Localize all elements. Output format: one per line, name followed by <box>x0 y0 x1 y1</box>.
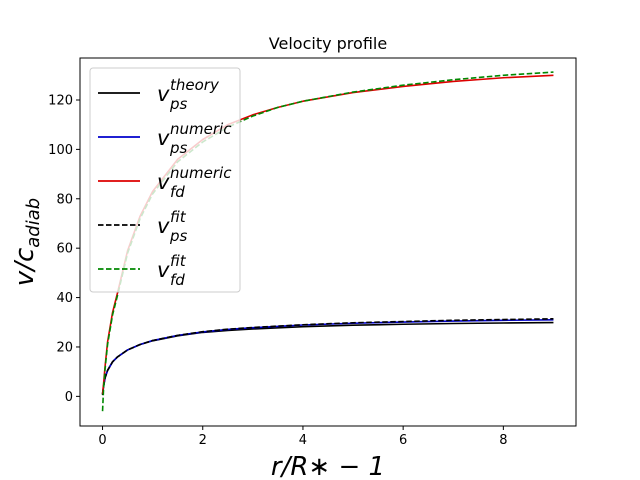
plot-frame <box>79 57 577 427</box>
svg-text:v/cadiab: v/cadiab <box>10 198 44 286</box>
legend-label-main-3: v <box>157 214 170 238</box>
x-axis-label: r/R∗ − 1 <box>271 452 385 480</box>
y-tick-label: 0 <box>65 390 73 405</box>
legend-label-sub-4: fd <box>170 271 185 289</box>
y-tick-label: 120 <box>48 93 73 108</box>
y-axis-label-main: v/c <box>10 248 40 286</box>
legend-label-sup-0: theory <box>170 76 220 94</box>
x-tick-label: 0 <box>98 433 106 448</box>
y-axis-ticks: 0 20 40 60 80 100 120 <box>48 93 80 405</box>
x-tick-label: 2 <box>199 433 207 448</box>
y-axis-label-sub: adiab <box>23 198 44 248</box>
series-line-3 <box>101 318 554 396</box>
legend-label-sup-4: fit <box>170 252 187 270</box>
legend-label-main-0: v <box>157 82 170 106</box>
x-tick-label: 8 <box>499 433 507 448</box>
legend-label-main-4: v <box>157 258 170 282</box>
legend-label-sup-1: numeric <box>170 120 232 138</box>
legend-label-sub-2: fd <box>170 183 185 201</box>
legend-label-sub-1: ps <box>169 139 188 157</box>
legend-label-main-2: v <box>157 170 170 194</box>
y-axis-label: v/cadiab <box>10 198 44 286</box>
x-tick-label: 4 <box>299 433 307 448</box>
x-tick-label: 6 <box>399 433 407 448</box>
chart-title: Velocity profile <box>269 34 387 53</box>
x-axis-ticks: 0 2 4 6 8 <box>98 426 507 448</box>
legend-label-sup-3: fit <box>170 208 187 226</box>
y-tick-label: 40 <box>56 291 73 306</box>
y-tick-label: 60 <box>56 242 73 257</box>
y-tick-label: 100 <box>48 143 73 158</box>
legend-label-main-1: v <box>157 126 170 150</box>
legend-box <box>89 67 241 293</box>
y-tick-label: 20 <box>56 340 73 355</box>
legend-label-sup-2: numeric <box>170 164 232 182</box>
y-tick-label: 80 <box>56 192 73 207</box>
legend-label-sub-3: ps <box>169 227 188 245</box>
legend-label-sub-0: ps <box>169 95 188 113</box>
